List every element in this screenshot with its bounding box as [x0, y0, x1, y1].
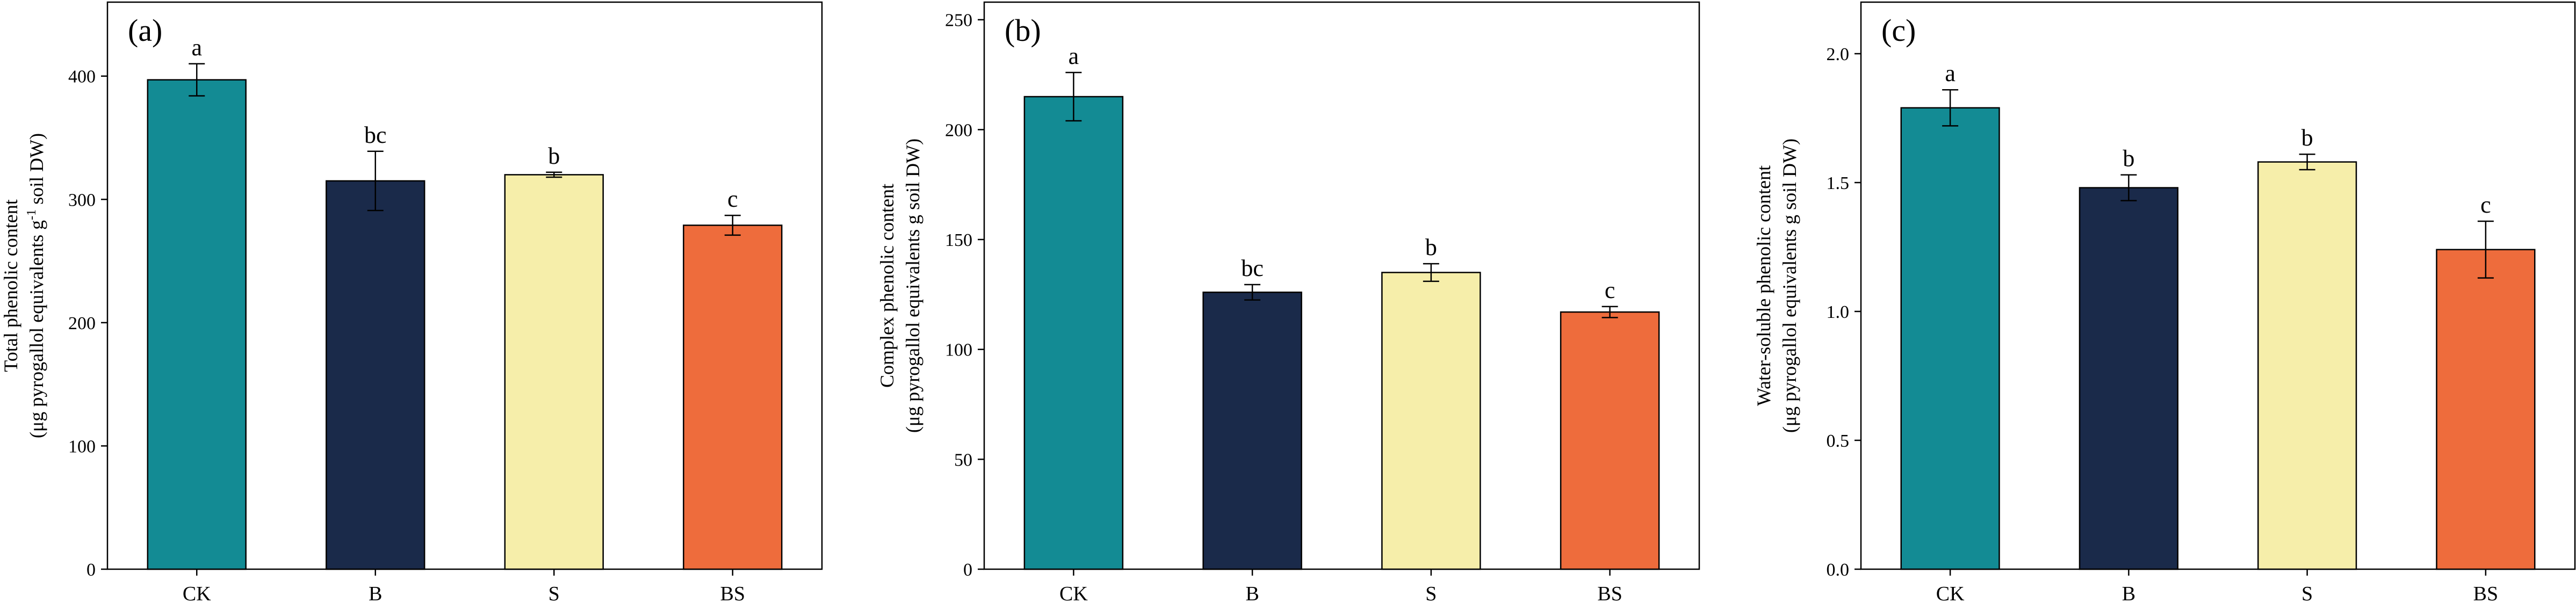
panel-c: 0.0 0.5 1.0 1.5 2.0 a CK b Bb Sc BS (c) Water-solubl…: [1753, 1, 2576, 605]
panel-label: (b): [1005, 13, 1041, 48]
y-tick-label: 100: [68, 437, 96, 456]
significance-label: a: [191, 34, 202, 61]
significance-label: b: [548, 143, 560, 169]
x-tick-label: B: [369, 583, 382, 605]
x-tick-label: B: [2122, 583, 2135, 605]
x-tick-label: S: [1425, 583, 1437, 605]
bar-ck: [1023, 96, 1124, 570]
bar-b: [2079, 187, 2178, 570]
x-tick-label: S: [2301, 583, 2313, 605]
y-tick-label: 0.5: [1827, 431, 1850, 451]
bar-s: [504, 174, 604, 570]
panel-a: 0 100 200 300 400 a CK bc Bb Sc BS (a) Total phenoli…: [0, 1, 823, 605]
y-tick-label: 0.0: [1827, 560, 1850, 580]
y-tick-label: 400: [68, 67, 96, 87]
significance-label: bc: [364, 122, 387, 148]
significance-label: c: [1605, 277, 1615, 303]
x-tick-label: BS: [720, 583, 745, 605]
significance-label: c: [2480, 192, 2491, 218]
bar-b: [326, 180, 425, 570]
panel-b: 0 50 100 150 200 250 a CK bc Bb Sc BS (b) Complex phe…: [876, 1, 1700, 605]
significance-label: c: [727, 186, 738, 212]
y-tick-label: 0: [963, 560, 972, 580]
x-tick-label: S: [549, 583, 560, 605]
y-tick-label: 200: [945, 120, 972, 140]
panel-label: (c): [1881, 13, 1916, 48]
significance-label: b: [2301, 125, 2313, 151]
y-tick-label: 1.5: [1827, 173, 1850, 193]
y-tick-label: 300: [68, 190, 96, 210]
significance-label: b: [1425, 234, 1437, 260]
y-axis-label: Water-soluble phenolic content: [1753, 165, 1774, 406]
x-tick-label: BS: [1597, 583, 1622, 605]
significance-label: a: [1069, 43, 1079, 69]
plot-frame: [106, 1, 823, 570]
y-axis-label-units: (μg pyrogallol equivalents g-1 soil DW): [25, 133, 47, 438]
y-axis-label: Complex phenolic content: [876, 184, 898, 388]
y-tick-label: 100: [945, 340, 972, 360]
x-tick-label: CK: [1936, 583, 1965, 605]
significance-label: a: [1945, 60, 1956, 86]
x-tick-label: CK: [183, 583, 211, 605]
x-tick-label: BS: [2473, 583, 2498, 605]
y-tick-label: 250: [945, 11, 972, 31]
plot-frame: [983, 1, 1700, 570]
y-axis-label-superscript: -1: [25, 209, 39, 220]
bar-bs: [1560, 311, 1660, 570]
y-tick-label: 200: [68, 314, 96, 333]
bar-bs: [683, 224, 783, 570]
y-tick-label: 1.0: [1827, 302, 1850, 322]
bar-ck: [1900, 107, 2000, 570]
y-tick-label: 2.0: [1827, 45, 1850, 64]
bar-bs: [2436, 249, 2536, 570]
y-axis-label-units-part: (μg pyrogallol equivalents g: [26, 220, 47, 438]
y-tick-label: 0: [86, 560, 96, 580]
bar-ck: [147, 79, 247, 570]
y-axis-label-units: (μg pyrogallol equivalents g soil DW): [902, 139, 923, 433]
significance-label: bc: [1241, 255, 1264, 281]
x-tick-label: B: [1245, 583, 1259, 605]
y-axis-label-units-end: soil DW): [26, 133, 47, 209]
bar-s: [1381, 272, 1481, 570]
significance-label: b: [2123, 146, 2134, 172]
panel-label: (a): [128, 13, 162, 48]
y-tick-label: 50: [954, 450, 972, 470]
bar-s: [2257, 161, 2357, 570]
y-axis-label-units: (μg pyrogallol equivalents g soil DW): [1779, 139, 1800, 433]
x-tick-label: CK: [1059, 583, 1088, 605]
y-tick-label: 150: [945, 230, 972, 250]
plot-frame: [1860, 1, 2576, 570]
bar-b: [1202, 292, 1302, 570]
y-axis-label: Total phenolic content: [0, 199, 21, 372]
